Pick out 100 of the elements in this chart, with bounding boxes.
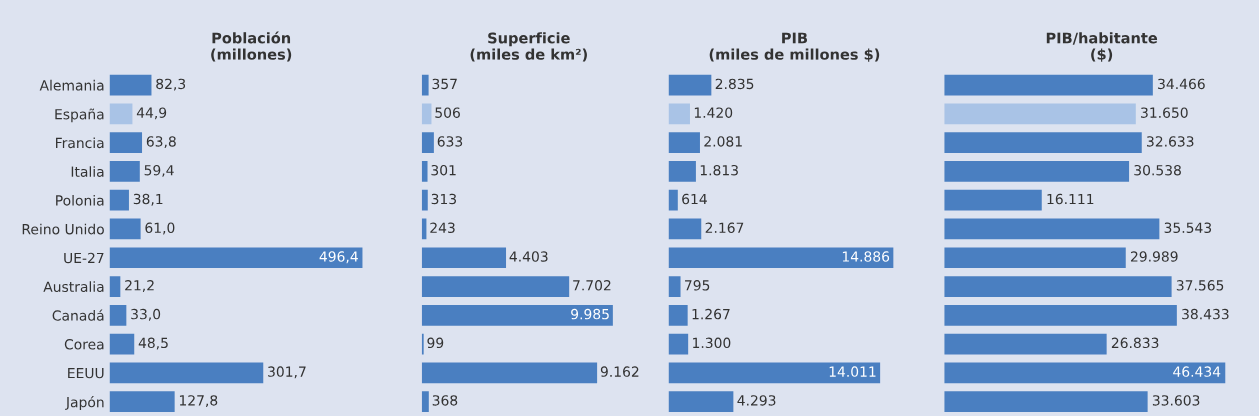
y-tick-label: UE-27 bbox=[64, 252, 104, 264]
bar bbox=[944, 276, 1172, 297]
y-tick-label: Australia bbox=[43, 281, 104, 292]
data-label: 1.267 bbox=[692, 308, 730, 320]
data-label: 2.167 bbox=[705, 222, 744, 233]
data-label: 2.081 bbox=[704, 136, 742, 147]
bar bbox=[109, 333, 135, 355]
bar bbox=[421, 103, 432, 125]
y-tick-label: Japón bbox=[65, 396, 104, 411]
y-tick-label: Corea bbox=[64, 339, 104, 350]
data-label: 2.835 bbox=[715, 78, 754, 90]
data-label: 614 bbox=[682, 193, 707, 205]
data-label: 4.293 bbox=[737, 395, 776, 406]
data-label: 127,8 bbox=[179, 395, 218, 408]
y-tick-label: España bbox=[55, 108, 104, 123]
bar bbox=[668, 333, 689, 355]
data-label: 16.111 bbox=[1047, 193, 1094, 205]
chart-title: PIB (miles de millones $) bbox=[709, 32, 880, 62]
bar bbox=[421, 189, 428, 211]
bar bbox=[109, 276, 121, 297]
bar bbox=[668, 103, 690, 125]
y-tick-label: Polonia bbox=[56, 194, 104, 206]
data-label: 368 bbox=[432, 395, 458, 406]
bar bbox=[421, 276, 570, 297]
data-label: 33,0 bbox=[131, 308, 161, 321]
bar bbox=[944, 132, 1142, 154]
data-label: 38.433 bbox=[1182, 308, 1229, 320]
bar bbox=[668, 161, 696, 182]
data-label: 46.434 bbox=[1173, 366, 1221, 377]
data-label: 301,7 bbox=[268, 366, 306, 379]
data-label: 44,9 bbox=[136, 107, 167, 120]
data-label: 9.162 bbox=[600, 366, 639, 377]
data-label: 633 bbox=[437, 136, 463, 147]
chart-title: Superficie (miles de km²) bbox=[470, 32, 587, 62]
data-label: 59,4 bbox=[144, 164, 174, 177]
bar bbox=[421, 304, 613, 326]
bar bbox=[944, 247, 1126, 269]
data-label: 313 bbox=[431, 193, 457, 205]
y-tick-label: Alemania bbox=[39, 79, 104, 91]
data-label: 31.650 bbox=[1141, 107, 1188, 118]
data-label: 99 bbox=[427, 337, 444, 349]
data-label: 14.011 bbox=[829, 366, 876, 377]
bar bbox=[668, 74, 712, 96]
y-tick-label: Reino Unido bbox=[22, 223, 104, 235]
bar bbox=[421, 391, 429, 412]
data-label: 48,5 bbox=[138, 337, 168, 350]
data-label: 4.403 bbox=[509, 251, 548, 262]
bar bbox=[421, 132, 434, 154]
bar bbox=[668, 132, 700, 154]
data-label: 7.702 bbox=[573, 280, 611, 291]
bar bbox=[944, 103, 1136, 125]
bar bbox=[109, 74, 152, 96]
data-label: 506 bbox=[435, 107, 460, 118]
bar bbox=[421, 161, 428, 182]
data-label: 63,8 bbox=[146, 136, 176, 149]
bar bbox=[421, 362, 598, 384]
bar bbox=[109, 247, 363, 269]
y-tick-label: Canadá bbox=[52, 309, 104, 321]
bar bbox=[109, 362, 264, 384]
chart-title: Población (millones) bbox=[211, 31, 292, 62]
data-label: 357 bbox=[432, 78, 457, 90]
bar bbox=[944, 161, 1130, 182]
y-tick-label: Italia bbox=[71, 166, 104, 177]
bar bbox=[668, 304, 688, 326]
data-label: 33.603 bbox=[1152, 395, 1200, 406]
data-label: 21,2 bbox=[125, 280, 154, 292]
bar bbox=[668, 247, 894, 269]
bar bbox=[944, 189, 1042, 211]
bar bbox=[421, 74, 429, 96]
data-label: 29.989 bbox=[1130, 251, 1178, 262]
data-label: 9.985 bbox=[571, 308, 609, 320]
data-label: 82,3 bbox=[156, 78, 186, 91]
data-label: 32.633 bbox=[1147, 136, 1194, 147]
bar bbox=[109, 161, 140, 182]
data-label: 14.886 bbox=[842, 251, 890, 262]
bar bbox=[668, 218, 702, 240]
bar bbox=[668, 276, 681, 297]
data-label: 26.833 bbox=[1111, 337, 1159, 349]
bar bbox=[109, 103, 133, 125]
bar bbox=[944, 391, 1148, 412]
data-label: 243 bbox=[430, 222, 455, 233]
bar bbox=[944, 333, 1107, 355]
data-label: 301 bbox=[431, 164, 456, 176]
bar bbox=[944, 304, 1177, 326]
bar bbox=[944, 362, 1226, 384]
data-label: 1.813 bbox=[700, 164, 738, 176]
bar bbox=[944, 218, 1160, 240]
data-label: 1.300 bbox=[693, 337, 731, 349]
bar bbox=[109, 132, 143, 154]
y-tick-label: EEUU bbox=[68, 367, 104, 379]
data-label: 496,4 bbox=[319, 251, 358, 264]
data-label: 34.466 bbox=[1158, 78, 1205, 90]
data-label: 38,1 bbox=[133, 193, 163, 206]
chart-title: PIB/habitante ($) bbox=[1046, 32, 1158, 62]
data-label: 1.420 bbox=[694, 107, 733, 118]
bar bbox=[668, 391, 734, 412]
y-tick-label: Francia bbox=[56, 137, 104, 149]
bar bbox=[668, 362, 881, 384]
data-label: 37.565 bbox=[1176, 280, 1224, 291]
bar bbox=[109, 189, 129, 211]
